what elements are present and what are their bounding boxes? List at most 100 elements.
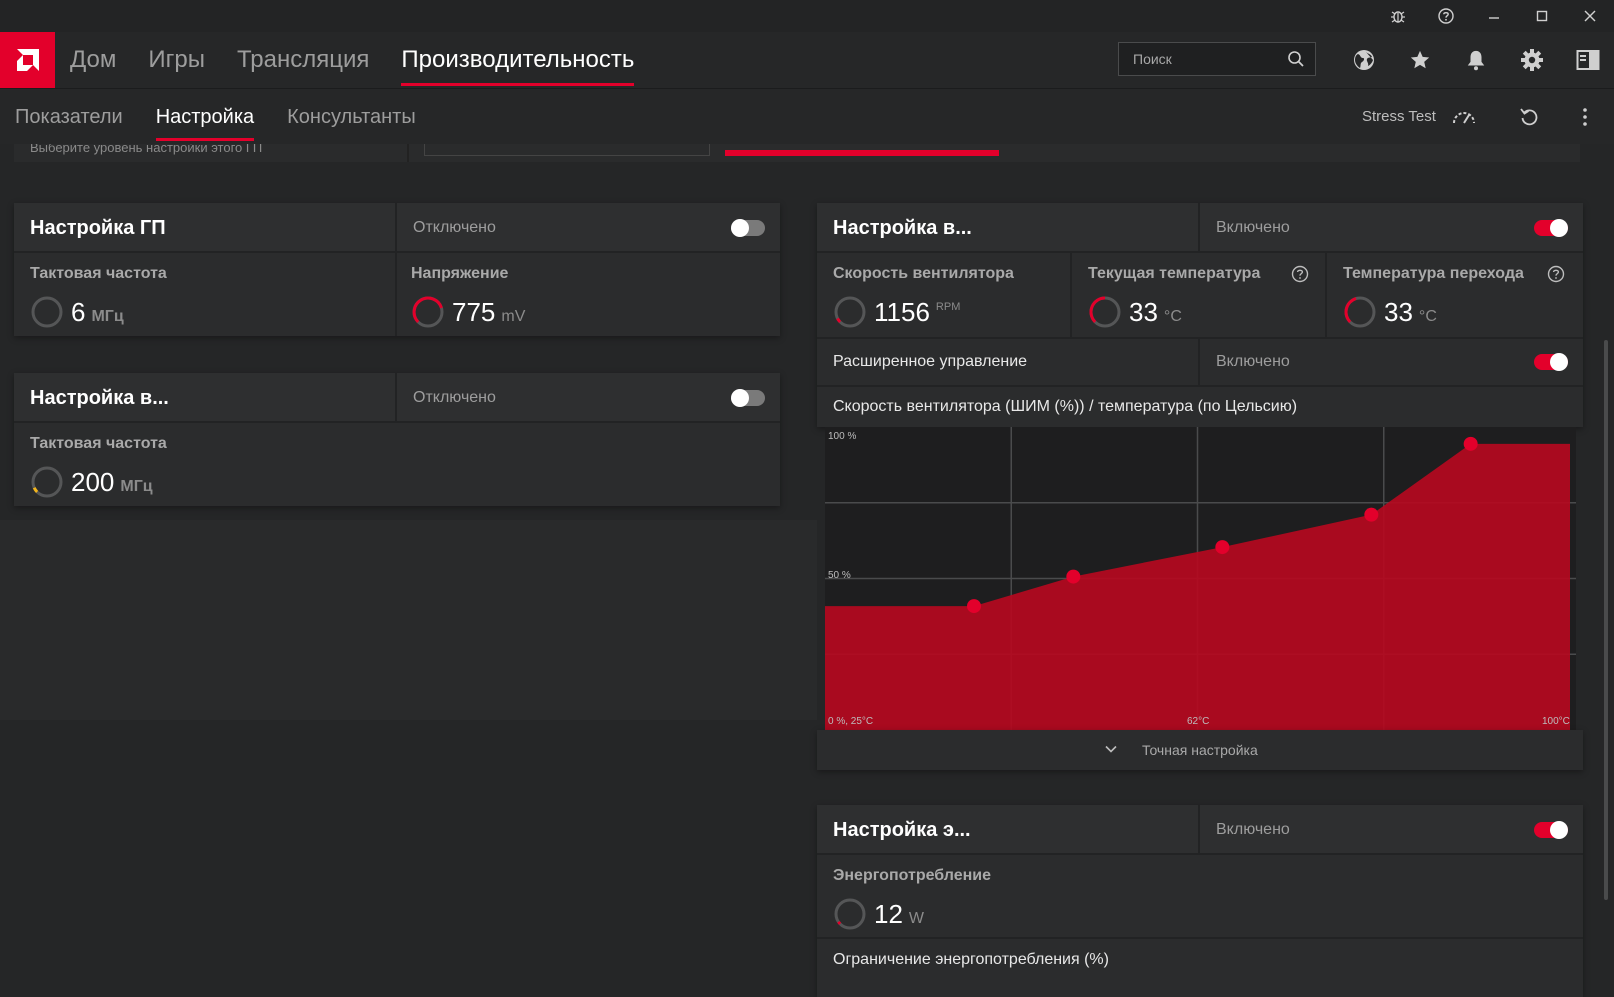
search-icon[interactable] <box>1287 50 1305 71</box>
close-icon[interactable] <box>1566 0 1614 32</box>
main-tabs: Дом Игры Трансляция Производительность <box>70 32 666 88</box>
fine-tune-label: Точная настройка <box>1142 742 1258 758</box>
metric-label: Текущая температура <box>1088 265 1261 282</box>
metric-label: Скорость вентилятора <box>833 265 1014 282</box>
search-input[interactable]: Поиск <box>1118 42 1316 76</box>
speedometer-icon[interactable] <box>1450 103 1478 131</box>
gauge-icon <box>833 295 867 334</box>
fan-curve-point-2[interactable] <box>1066 569 1081 584</box>
gauge-icon <box>411 295 445 334</box>
tab-performance[interactable]: Производительность <box>401 32 634 88</box>
tab-home[interactable]: Дом <box>70 46 117 73</box>
metric-value: 200 МГц <box>71 467 153 497</box>
divider <box>1325 253 1327 337</box>
metric-value: 6 МГц <box>71 297 124 327</box>
origin-label: 0 %, 25°C <box>828 716 873 727</box>
sub-tabs: Показатели Настройка Консультанты <box>15 89 449 145</box>
tab-advisors[interactable]: Консультанты <box>287 106 416 128</box>
status-text: Отключено <box>413 219 496 236</box>
gauge-icon <box>30 295 64 334</box>
help-icon[interactable] <box>1291 265 1309 288</box>
panel-title: Настройка в... <box>833 217 972 239</box>
fan-curve-area <box>825 443 1570 730</box>
maximize-icon[interactable] <box>1518 0 1566 32</box>
divider <box>1070 253 1072 337</box>
power-tuning-header: Настройка э... Включено <box>817 805 1583 855</box>
power-limit-label: Ограничение энергопотребления (%) <box>833 951 1109 968</box>
status-text: Включено <box>1216 219 1290 236</box>
x-label-mid: 62°C <box>1187 716 1209 727</box>
metric-value: 33 °C <box>1384 297 1437 327</box>
help-icon[interactable] <box>1422 0 1470 32</box>
fan-curve-svg[interactable]: 100 % 50 % 0 %, 25°C 62°C 100°C <box>825 427 1576 730</box>
advanced-control-row: Расширенное управление Включено <box>817 337 1583 385</box>
bug-icon[interactable] <box>1374 0 1422 32</box>
gear-icon[interactable] <box>1504 32 1560 88</box>
metric-label: Температура перехода <box>1343 265 1524 282</box>
divider <box>395 373 397 423</box>
divider <box>395 253 397 336</box>
sidebar-icon[interactable] <box>1560 32 1614 88</box>
panel-title: Настройка в... <box>30 387 169 409</box>
fan-curve-chart[interactable]: 100 % 50 % 0 %, 25°C 62°C 100°C <box>825 427 1576 730</box>
metric-label: Напряжение <box>411 265 509 282</box>
reset-icon[interactable] <box>1515 103 1543 131</box>
stress-test-label[interactable]: Stress Test <box>1362 108 1436 125</box>
fan-tuning-toggle[interactable] <box>1534 219 1568 237</box>
gauge-icon <box>833 897 867 936</box>
gauge-icon <box>1343 295 1377 334</box>
gpu-tuning-panel: Настройка ГП Отключено Тактовая частота … <box>14 203 780 336</box>
panel-title: Настройка э... <box>833 819 971 841</box>
metric-label: Энергопотребление <box>833 867 992 884</box>
vram-tuning-toggle[interactable] <box>731 389 765 407</box>
y-label-top: 100 % <box>828 431 856 442</box>
metric-label: Тактовая частота <box>30 435 167 452</box>
tuning-preset-row: Выберите уровень настройки этого ГП <box>14 144 1580 162</box>
tuning-preset-select[interactable] <box>424 144 710 156</box>
power-tuning-toggle[interactable] <box>1534 821 1568 839</box>
tuning-preset-hint: Выберите уровень настройки этого ГП <box>30 144 263 155</box>
amd-logo[interactable] <box>0 32 55 88</box>
star-icon[interactable] <box>1392 32 1448 88</box>
gauge-icon <box>1088 295 1122 334</box>
fan-curve-point-4[interactable] <box>1364 507 1379 522</box>
divider <box>1198 203 1200 253</box>
metric-label: Тактовая частота <box>30 265 167 282</box>
background-area <box>0 520 817 720</box>
tuning-preset-indicator <box>725 150 999 156</box>
tab-games[interactable]: Игры <box>148 46 205 73</box>
tab-streaming[interactable]: Трансляция <box>236 46 370 73</box>
status-text: Отключено <box>413 389 496 406</box>
chevron-down-icon <box>1104 742 1118 761</box>
fan-curve-title-row: Скорость вентилятора (ШИМ (%)) / темпера… <box>817 385 1583 427</box>
advanced-control-label: Расширенное управление <box>833 353 1028 370</box>
fine-tune-button[interactable]: Точная настройка <box>817 730 1583 770</box>
divider <box>395 203 397 253</box>
more-vertical-icon[interactable] <box>1571 103 1599 131</box>
status-text: Включено <box>1216 821 1290 838</box>
tab-tuning[interactable]: Настройка <box>155 89 255 145</box>
help-icon[interactable] <box>1547 265 1565 288</box>
search-placeholder: Поиск <box>1133 51 1172 67</box>
globe-icon[interactable] <box>1336 32 1392 88</box>
metric-value: 12 W <box>874 899 925 929</box>
window-controls <box>1374 0 1614 32</box>
nav-icons <box>1336 32 1614 88</box>
title-bar <box>0 0 1614 32</box>
tab-metrics[interactable]: Показатели <box>15 106 123 128</box>
power-limit-row: Ограничение энергопотребления (%) <box>817 937 1583 997</box>
fan-curve-point-3[interactable] <box>1215 540 1230 555</box>
bell-icon[interactable] <box>1448 32 1504 88</box>
advanced-control-toggle[interactable] <box>1534 353 1568 371</box>
gpu-tuning-toggle[interactable] <box>731 219 765 237</box>
metric-value: 775 mV <box>452 297 526 327</box>
fan-curve-point-1[interactable] <box>967 599 981 614</box>
divider <box>407 144 409 162</box>
divider <box>1198 805 1200 855</box>
scrollbar[interactable] <box>1604 340 1608 900</box>
divider <box>1198 339 1200 385</box>
fan-curve-points[interactable] <box>967 436 1478 614</box>
vram-tuning-panel: Настройка в... Отключено Тактовая частот… <box>14 373 780 506</box>
minimize-icon[interactable] <box>1470 0 1518 32</box>
fan-curve-point-5[interactable] <box>1463 436 1478 451</box>
